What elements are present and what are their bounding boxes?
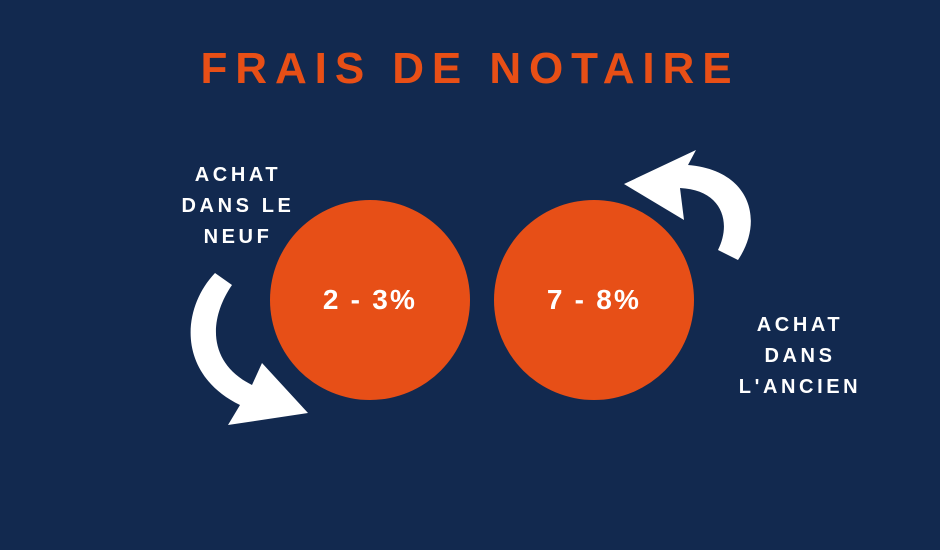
- arrow-left-icon: [170, 265, 330, 435]
- arrow-right-icon: [610, 150, 770, 290]
- label-neuf: ACHAT DANS LE NEUF: [148, 160, 328, 253]
- label-ancien: ACHAT DANS L'ANCIEN: [700, 310, 900, 403]
- circle-neuf-value: 2 - 3%: [323, 284, 417, 316]
- main-title: FRAIS DE NOTAIRE: [0, 44, 940, 94]
- infographic-canvas: FRAIS DE NOTAIRE 2 - 3% 7 - 8% ACHAT DAN…: [0, 0, 940, 550]
